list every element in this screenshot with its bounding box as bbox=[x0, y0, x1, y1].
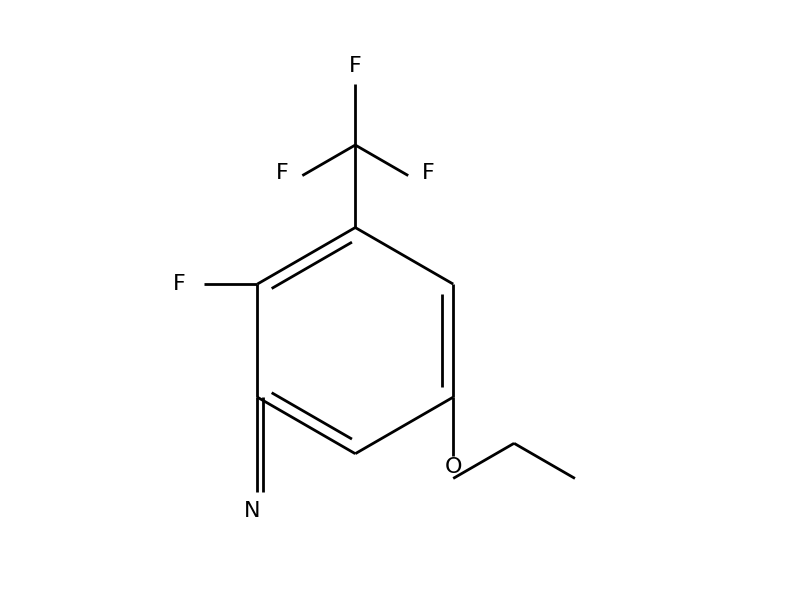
Text: F: F bbox=[173, 274, 186, 294]
Text: F: F bbox=[349, 56, 362, 76]
Text: O: O bbox=[445, 457, 462, 478]
Text: N: N bbox=[244, 502, 261, 521]
Text: F: F bbox=[422, 163, 434, 182]
Text: F: F bbox=[276, 163, 288, 182]
